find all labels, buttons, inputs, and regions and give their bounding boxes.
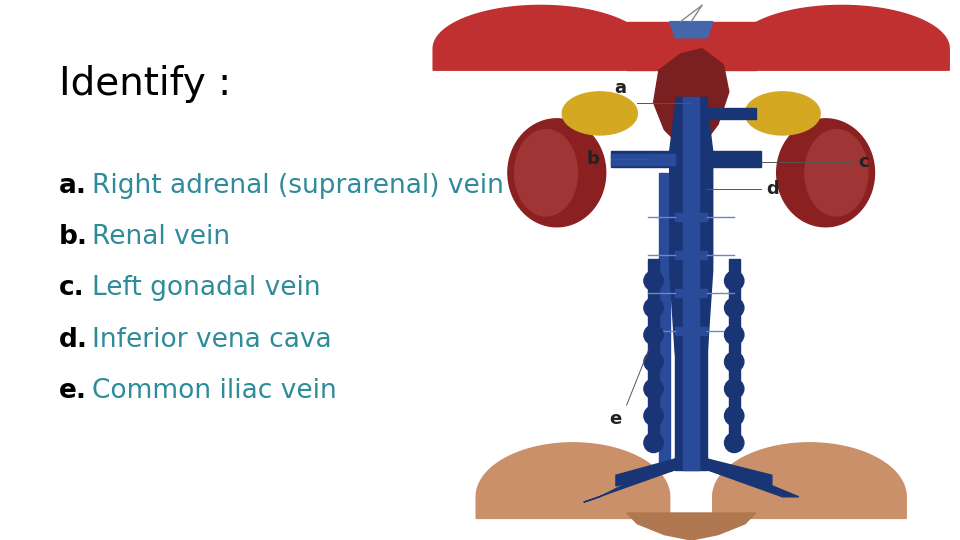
Circle shape <box>725 379 744 399</box>
Polygon shape <box>670 22 712 38</box>
Polygon shape <box>627 22 756 70</box>
Circle shape <box>725 298 744 318</box>
Polygon shape <box>563 92 637 135</box>
Polygon shape <box>433 5 648 70</box>
Text: b: b <box>587 150 600 168</box>
Polygon shape <box>670 108 712 470</box>
Circle shape <box>644 325 663 345</box>
Circle shape <box>644 271 663 291</box>
Text: e.: e. <box>59 378 86 404</box>
Text: Renal vein: Renal vein <box>92 224 230 250</box>
Polygon shape <box>648 259 659 443</box>
Polygon shape <box>684 97 699 470</box>
Polygon shape <box>659 173 670 470</box>
Text: d.: d. <box>59 327 87 353</box>
Polygon shape <box>611 154 675 165</box>
Circle shape <box>644 406 663 426</box>
Polygon shape <box>708 151 761 167</box>
Polygon shape <box>708 459 799 497</box>
Polygon shape <box>675 97 708 470</box>
Circle shape <box>725 325 744 345</box>
Circle shape <box>644 433 663 453</box>
Circle shape <box>725 352 744 372</box>
Circle shape <box>644 379 663 399</box>
Polygon shape <box>627 513 756 540</box>
Polygon shape <box>777 119 875 227</box>
Polygon shape <box>508 119 606 227</box>
Text: Identify :: Identify : <box>59 65 230 103</box>
Polygon shape <box>675 213 708 221</box>
Text: Right adrenal (suprarenal) vein: Right adrenal (suprarenal) vein <box>92 173 504 199</box>
Text: c.: c. <box>59 275 84 301</box>
Polygon shape <box>675 251 708 259</box>
Text: Inferior vena cava: Inferior vena cava <box>92 327 332 353</box>
Text: d: d <box>766 180 780 198</box>
Polygon shape <box>476 443 670 518</box>
Polygon shape <box>584 459 675 502</box>
Polygon shape <box>708 108 756 119</box>
Polygon shape <box>675 289 708 297</box>
Polygon shape <box>729 259 739 443</box>
Polygon shape <box>675 327 708 335</box>
Circle shape <box>644 298 663 318</box>
Circle shape <box>725 271 744 291</box>
Polygon shape <box>654 49 729 151</box>
Text: a.: a. <box>59 173 86 199</box>
Polygon shape <box>708 459 772 486</box>
Text: c: c <box>858 153 869 171</box>
Polygon shape <box>712 443 906 518</box>
Circle shape <box>725 406 744 426</box>
Text: Left gonadal vein: Left gonadal vein <box>92 275 322 301</box>
Polygon shape <box>515 130 578 216</box>
Text: b.: b. <box>59 224 87 250</box>
Polygon shape <box>734 5 949 70</box>
Text: a: a <box>614 79 627 97</box>
Text: Common iliac vein: Common iliac vein <box>92 378 337 404</box>
Circle shape <box>644 352 663 372</box>
Polygon shape <box>611 151 675 167</box>
Polygon shape <box>616 459 675 486</box>
Polygon shape <box>745 92 820 135</box>
Circle shape <box>725 433 744 453</box>
Polygon shape <box>804 130 868 216</box>
Text: e: e <box>609 410 621 428</box>
